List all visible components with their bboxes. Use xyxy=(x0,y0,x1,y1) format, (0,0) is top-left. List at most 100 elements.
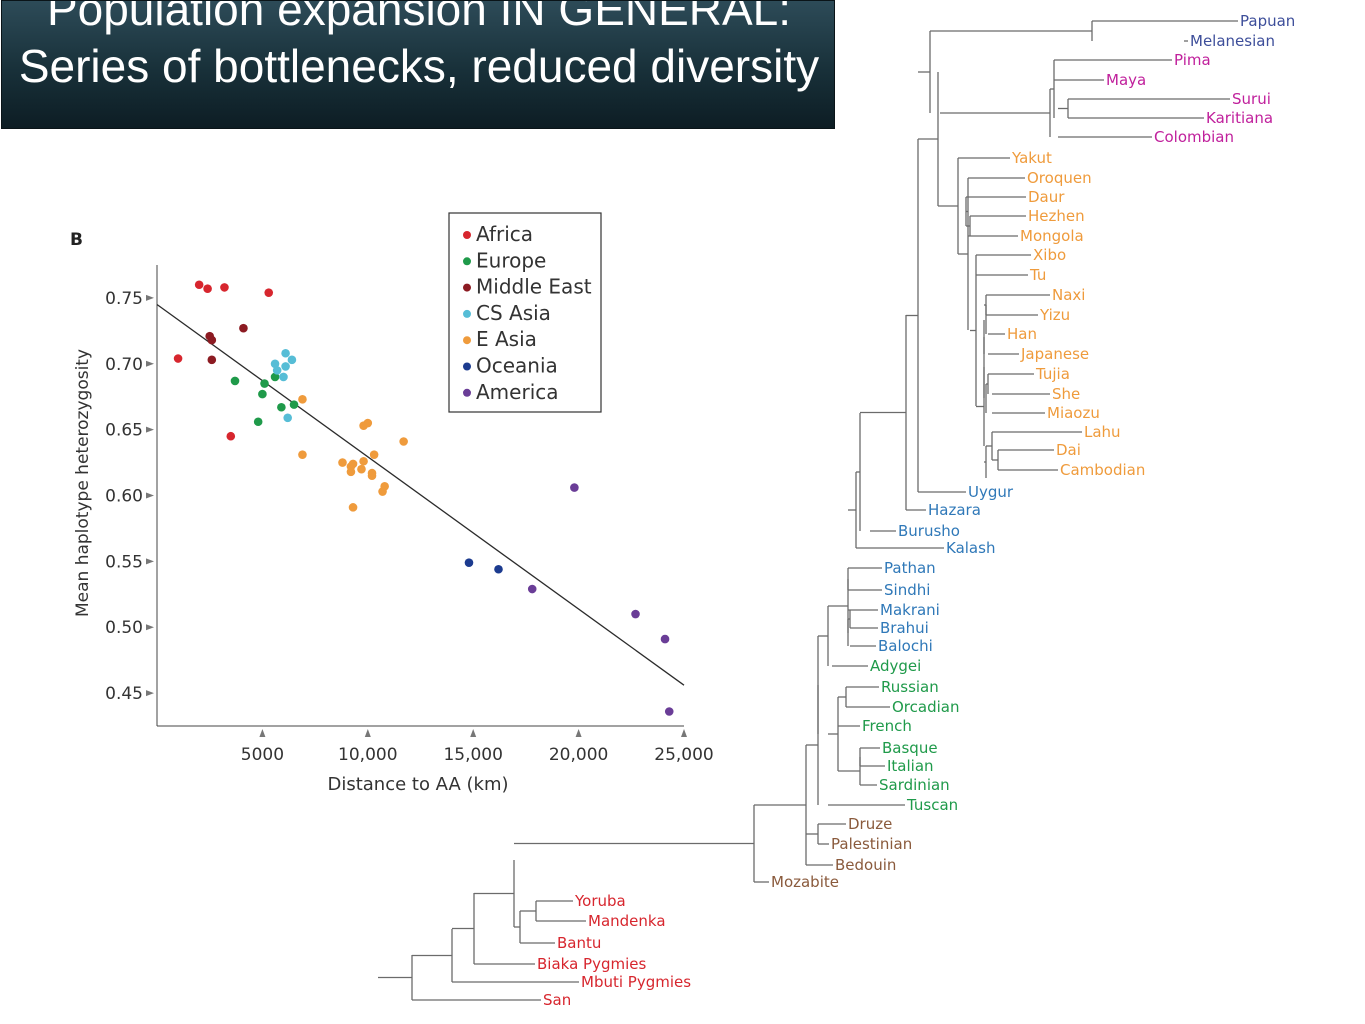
legend-marker-europe xyxy=(463,257,471,266)
leaf-label-tu: Tu xyxy=(1029,266,1046,284)
x-tick-mark xyxy=(470,729,477,737)
leaf-label-kalash: Kalash xyxy=(946,539,995,557)
leaf-label-colombian: Colombian xyxy=(1154,128,1234,146)
leaf-label-hazara: Hazara xyxy=(928,501,981,519)
leaf-label-makrani: Makrani xyxy=(880,601,940,619)
leaf-label-papuan: Papuan xyxy=(1240,12,1295,30)
y-tick-label: 0.60 xyxy=(105,487,143,507)
leaf-label-yizu: Yizu xyxy=(1039,306,1070,324)
legend-label-oceania: Oceania xyxy=(476,354,558,378)
point-america xyxy=(631,609,640,619)
point-cs-asia xyxy=(279,372,288,382)
y-tick-mark xyxy=(146,558,154,565)
leaf-label-lahu: Lahu xyxy=(1084,423,1121,441)
leaf-label-karitiana: Karitiana xyxy=(1206,109,1273,127)
point-cs-asia xyxy=(287,355,297,365)
point-africa xyxy=(226,431,236,441)
point-europe xyxy=(260,379,269,388)
x-tick-mark xyxy=(681,729,687,737)
point-e-asia xyxy=(348,503,358,512)
leaf-label-naxi: Naxi xyxy=(1052,286,1085,304)
point-e-asia xyxy=(357,464,366,474)
regression-line xyxy=(156,303,685,686)
y-tick-mark xyxy=(146,294,154,301)
legend-marker-america xyxy=(463,388,471,397)
panel-label: B xyxy=(70,230,83,250)
leaf-label-hezhen: Hezhen xyxy=(1028,207,1085,225)
point-middle-east xyxy=(239,323,248,333)
x-tick-mark xyxy=(259,729,266,737)
legend-label-america: America xyxy=(476,380,559,404)
leaf-label-san: San xyxy=(543,991,571,1009)
legend-box xyxy=(448,212,602,413)
leaf-label-basque: Basque xyxy=(882,739,938,757)
leaf-label-surui: Surui xyxy=(1232,90,1271,108)
point-middle-east xyxy=(207,335,217,345)
leaf-label-balochi: Balochi xyxy=(878,637,933,655)
legend-marker-e-asia xyxy=(463,336,471,345)
leaf-label-palestinian: Palestinian xyxy=(831,835,912,853)
leaf-label-uygur: Uygur xyxy=(968,483,1014,501)
y-tick-mark xyxy=(146,360,154,367)
leaf-label-japanese: Japanese xyxy=(1020,345,1089,363)
x-tick-mark xyxy=(364,729,371,737)
leaf-label-miaozu: Miaozu xyxy=(1047,404,1100,422)
leaf-label-pima: Pima xyxy=(1174,51,1211,69)
x-tick-label: 5000 xyxy=(241,745,284,765)
leaf-label-orcadian: Orcadian xyxy=(892,698,959,716)
leaf-label-cambodian: Cambodian xyxy=(1060,461,1145,479)
leaf-label-druze: Druze xyxy=(848,815,892,833)
point-america xyxy=(527,584,537,594)
leaf-label-maya: Maya xyxy=(1106,71,1146,89)
point-cs-asia xyxy=(281,362,290,371)
leaf-label-mandenka: Mandenka xyxy=(588,912,666,930)
slide-title: Population expansion IN GENERAL: Series … xyxy=(18,0,820,92)
point-e-asia xyxy=(298,395,307,404)
x-tick-mark xyxy=(575,729,582,737)
leaf-label-italian: Italian xyxy=(887,757,934,775)
x-tick-label: 15,000 xyxy=(443,745,502,765)
heterozygosity-scatter-plot: B 0.45 0.50 0.55 0.60 0.65 0.70 0.75 5000 10,00… xyxy=(60,195,730,805)
y-axis-ticks: 0.45 0.50 0.55 0.60 0.65 0.70 0.75 xyxy=(105,289,154,704)
x-tick-label: 20,000 xyxy=(549,745,608,765)
leaf-label-mongola: Mongola xyxy=(1020,227,1084,245)
y-tick-mark xyxy=(146,624,154,631)
x-tick-label: 10,000 xyxy=(338,745,397,765)
legend-marker-oceania xyxy=(463,362,471,371)
point-e-asia xyxy=(348,459,358,469)
leaf-label-yakut: Yakut xyxy=(1011,149,1052,167)
point-africa xyxy=(220,283,229,292)
y-tick-label: 0.55 xyxy=(105,552,143,572)
point-cs-asia xyxy=(283,413,292,423)
point-africa xyxy=(264,288,274,297)
point-cs-asia xyxy=(272,366,282,375)
legend-marker-middle-east xyxy=(463,283,471,292)
point-africa xyxy=(173,354,183,363)
point-europe xyxy=(277,402,286,412)
point-america xyxy=(664,707,674,716)
leaf-label-yoruba: Yoruba xyxy=(574,892,626,910)
slide-title-banner: Population expansion IN GENERAL: Series … xyxy=(1,0,835,129)
scatter-background xyxy=(60,195,730,805)
legend-label-cs-asia: CS Asia xyxy=(476,301,551,325)
leaf-label-mozabite: Mozabite xyxy=(771,873,839,891)
leaf-label-bantu: Bantu xyxy=(557,934,601,952)
leaf-label-mbuti-pygmies: Mbuti Pygmies xyxy=(581,973,691,991)
leaf-label-brahui: Brahui xyxy=(880,619,929,637)
point-europe xyxy=(289,400,299,409)
legend-label-middle-east: Middle East xyxy=(476,275,592,299)
point-europe xyxy=(230,376,240,386)
leaf-label-oroquen: Oroquen xyxy=(1027,169,1092,187)
leaf-label-bedouin: Bedouin xyxy=(835,856,896,874)
point-e-asia xyxy=(399,437,408,446)
leaf-label-melanesian: Melanesian xyxy=(1190,32,1275,50)
leaf-label-han: Han xyxy=(1007,325,1037,343)
point-europe xyxy=(270,372,280,382)
y-tick-label: 0.50 xyxy=(105,618,143,638)
leaf-label-burusho: Burusho xyxy=(898,522,960,540)
point-europe xyxy=(258,389,267,399)
leaf-label-russian: Russian xyxy=(881,678,939,696)
